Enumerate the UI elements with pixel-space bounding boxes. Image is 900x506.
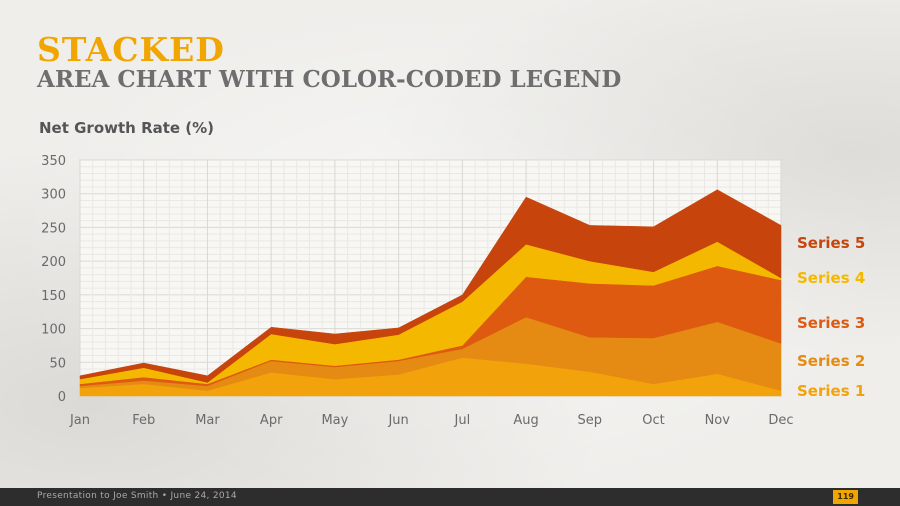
area-series (79, 189, 782, 397)
x-axis-ticks: Jan Feb Mar Apr May Jun Jul Aug Sep Oct Nov Dec (69, 413, 794, 428)
y-tick-label: 150 (41, 289, 66, 304)
y-tick-label: 50 (49, 356, 66, 371)
x-tick-label: Sep (578, 413, 603, 428)
legend-item-series-5: Series 5 (797, 234, 865, 252)
y-tick-label: 350 (41, 154, 66, 169)
y-tick-label: 100 (41, 323, 66, 338)
x-tick-label: Feb (132, 413, 155, 428)
x-tick-label: Dec (768, 413, 793, 428)
legend-item-series-1: Series 1 (797, 382, 865, 400)
x-tick-label: May (321, 413, 348, 428)
legend-item-series-4: Series 4 (797, 269, 865, 287)
y-axis-ticks: 0 50 100 150 200 250 300 350 (41, 154, 66, 405)
x-tick-label: Aug (513, 413, 538, 428)
area-series-5 (79, 189, 782, 383)
legend-item-series-3: Series 3 (797, 314, 865, 332)
x-tick-label: Nov (705, 413, 731, 428)
footer-text: Presentation to Joe Smith • June 24, 201… (37, 491, 237, 501)
x-tick-label: Mar (195, 413, 220, 428)
y-axis-title: Net Growth Rate (%) (39, 119, 215, 137)
legend-item-series-2: Series 2 (797, 352, 865, 370)
legend: Series 5 Series 4 Series 3 Series 2 Series 1 (797, 234, 865, 400)
y-tick-label: 0 (58, 390, 66, 405)
y-tick-label: 200 (41, 255, 66, 270)
x-tick-label: Apr (260, 413, 283, 428)
x-tick-label: Oct (642, 413, 664, 428)
y-tick-label: 300 (41, 188, 66, 203)
x-tick-label: Jun (387, 413, 408, 428)
slide-subtitle: AREA CHART WITH COLOR-CODED LEGEND (37, 66, 622, 93)
stacked-area-chart: 0 50 100 150 200 250 300 350 Jan Feb Mar Apr May Jun… (41, 154, 865, 428)
x-tick-label: Jul (454, 413, 471, 428)
x-tick-label: Jan (69, 413, 90, 428)
slide-title: STACKED (37, 30, 225, 69)
page-number: 119 (833, 490, 858, 504)
footer-bar: Presentation to Joe Smith • June 24, 201… (0, 488, 900, 506)
y-tick-label: 250 (41, 221, 66, 236)
